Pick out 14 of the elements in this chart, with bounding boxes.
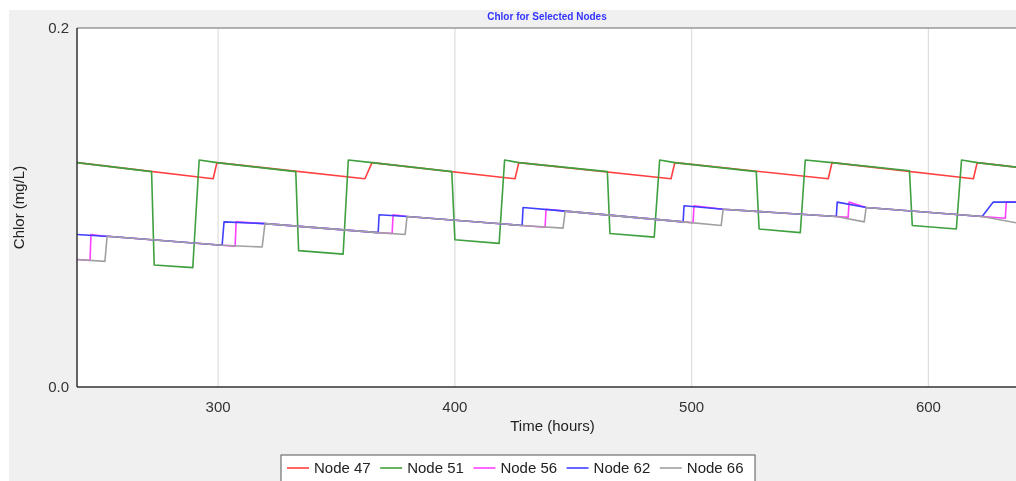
legend-label: Node 62 [593,459,651,477]
x-tick-label: 500 [679,398,705,415]
y-tick-label: 0.2 [48,19,69,37]
x-axis-title: Time (hours) [510,417,595,434]
x-tick-label: 600 [915,398,941,415]
y-tick-label: 0.0 [48,378,69,396]
y-axis-title: Chlor (mg/L) [10,165,27,250]
legend-label: Node 47 [314,459,371,477]
legend-label: Node 51 [407,459,464,477]
legend-label: Node 66 [686,459,744,477]
legend-label: Node 56 [500,459,558,477]
x-tick-label: 400 [442,398,468,415]
x-tick-label: 300 [205,398,231,415]
chart-title: Chlor for Selected Nodes [487,11,608,22]
